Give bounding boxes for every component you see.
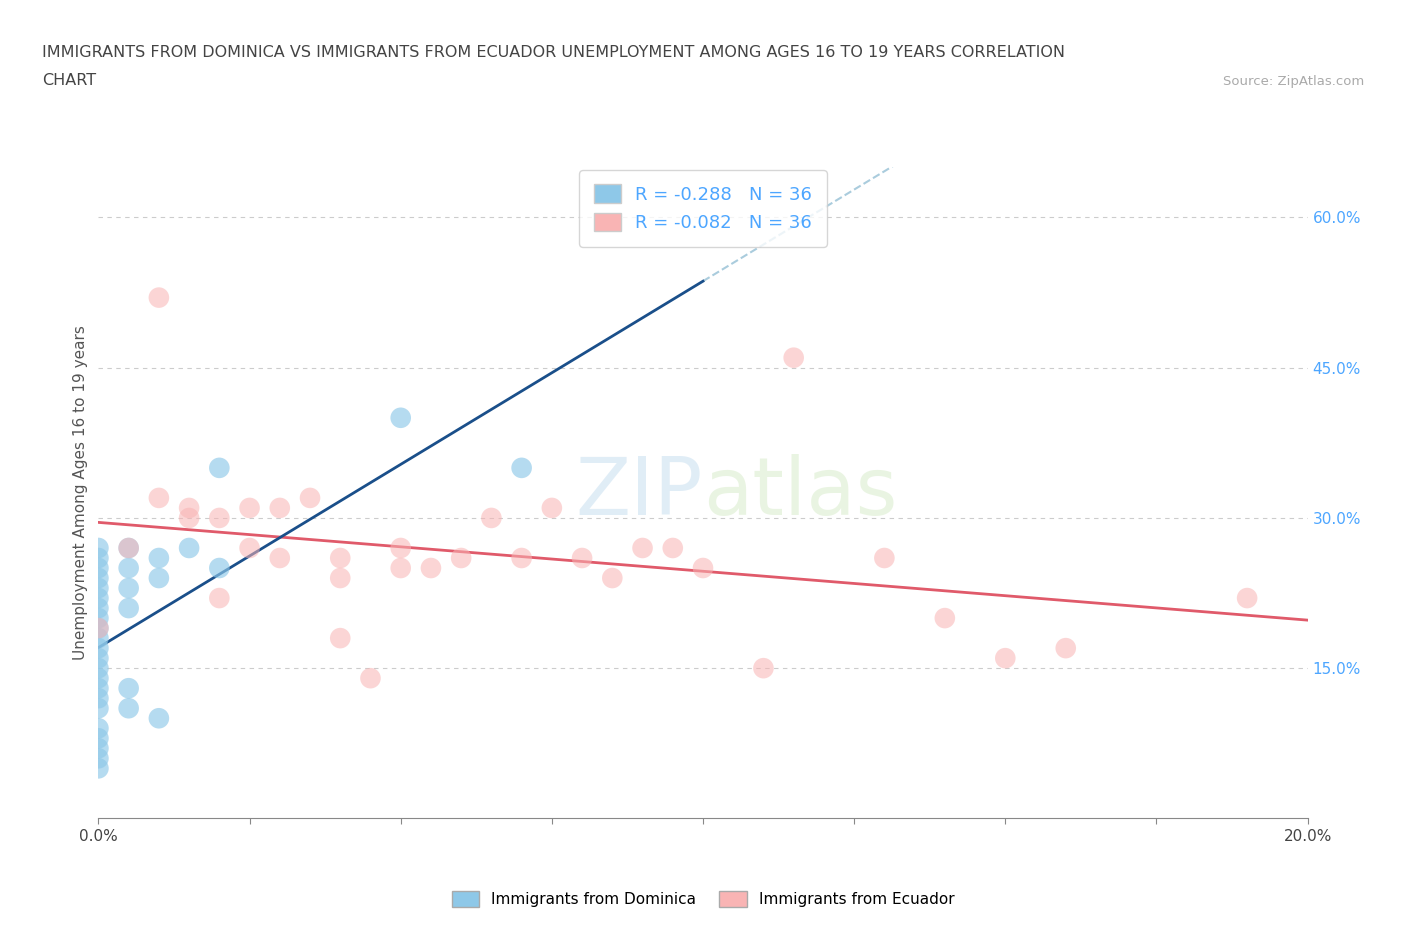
Legend: R = -0.288   N = 36, R = -0.082   N = 36: R = -0.288 N = 36, R = -0.082 N = 36: [579, 170, 827, 246]
Point: [87, 620, 110, 635]
Point: [87, 681, 110, 696]
Point: [208, 511, 231, 525]
Point: [208, 460, 231, 475]
Point: [87, 561, 110, 576]
Point: [87, 611, 110, 626]
Legend: Immigrants from Dominica, Immigrants from Ecuador: Immigrants from Dominica, Immigrants fro…: [446, 884, 960, 913]
Point: [87, 591, 110, 605]
Point: [87, 731, 110, 746]
Point: [87, 660, 110, 675]
Point: [118, 540, 141, 555]
Point: [783, 351, 806, 365]
Point: [239, 540, 262, 555]
Point: [994, 651, 1017, 666]
Point: [389, 410, 412, 425]
Point: [118, 540, 141, 555]
Point: [179, 500, 201, 515]
Point: [87, 701, 110, 716]
Point: [692, 561, 714, 576]
Point: [752, 660, 775, 675]
Point: [299, 490, 322, 505]
Point: [1236, 591, 1258, 605]
Point: [269, 551, 291, 565]
Point: [450, 551, 472, 565]
Point: [87, 571, 110, 586]
Point: [87, 721, 110, 736]
Text: Source: ZipAtlas.com: Source: ZipAtlas.com: [1223, 75, 1364, 88]
Point: [662, 540, 685, 555]
Point: [87, 631, 110, 645]
Point: [179, 511, 201, 525]
Point: [389, 561, 412, 576]
Point: [208, 561, 231, 576]
Point: [148, 551, 170, 565]
Point: [934, 611, 956, 626]
Point: [118, 601, 141, 616]
Point: [329, 631, 352, 645]
Point: [631, 540, 654, 555]
Point: [148, 290, 170, 305]
Point: [510, 460, 533, 475]
Text: IMMIGRANTS FROM DOMINICA VS IMMIGRANTS FROM ECUADOR UNEMPLOYMENT AMONG AGES 16 T: IMMIGRANTS FROM DOMINICA VS IMMIGRANTS F…: [42, 46, 1066, 60]
Point: [148, 711, 170, 725]
Point: [1054, 641, 1077, 656]
Point: [329, 571, 352, 586]
Text: atlas: atlas: [703, 454, 897, 532]
Point: [87, 580, 110, 595]
Point: [329, 551, 352, 565]
Point: [87, 601, 110, 616]
Point: [148, 571, 170, 586]
Point: [269, 500, 291, 515]
Point: [571, 551, 593, 565]
Point: [239, 500, 262, 515]
Point: [148, 490, 170, 505]
Point: [87, 761, 110, 776]
Point: [87, 751, 110, 765]
Point: [179, 540, 201, 555]
Point: [389, 540, 412, 555]
Point: [118, 561, 141, 576]
Point: [87, 620, 110, 635]
Point: [87, 691, 110, 706]
Point: [87, 641, 110, 656]
Point: [602, 571, 624, 586]
Point: [873, 551, 896, 565]
Point: [118, 681, 141, 696]
Point: [510, 551, 533, 565]
Point: [208, 591, 231, 605]
Point: [420, 561, 443, 576]
Point: [118, 701, 141, 716]
Point: [118, 580, 141, 595]
Point: [87, 551, 110, 565]
Text: ZIP: ZIP: [575, 454, 703, 532]
Point: [360, 671, 382, 685]
Point: [481, 511, 503, 525]
Text: CHART: CHART: [42, 73, 96, 88]
Point: [87, 741, 110, 756]
Point: [87, 671, 110, 685]
Point: [87, 651, 110, 666]
Point: [540, 500, 562, 515]
Y-axis label: Unemployment Among Ages 16 to 19 years: Unemployment Among Ages 16 to 19 years: [73, 326, 89, 660]
Point: [87, 540, 110, 555]
